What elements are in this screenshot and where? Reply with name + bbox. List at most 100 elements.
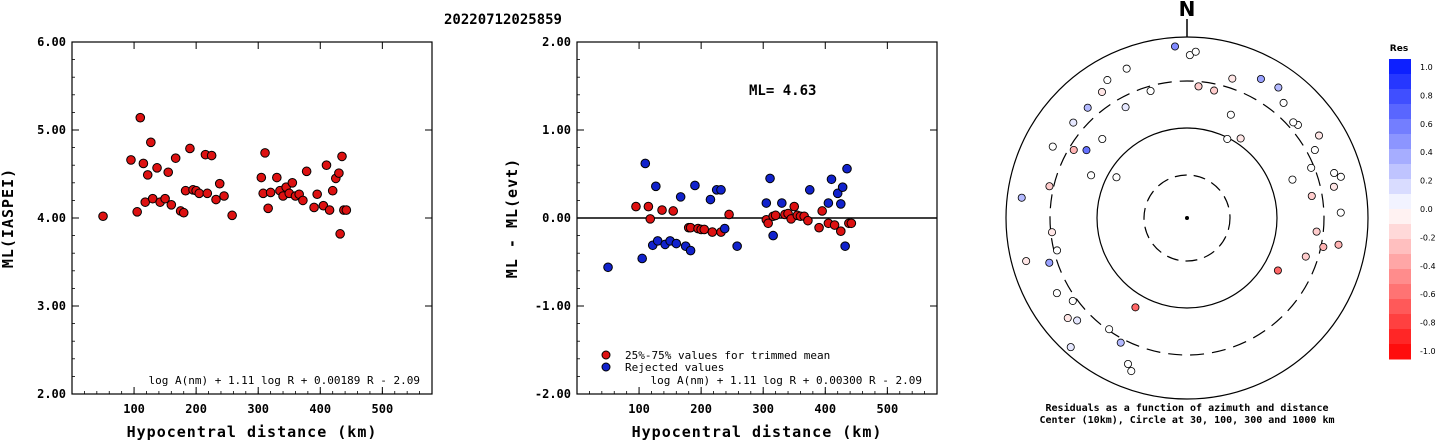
data-point — [194, 188, 205, 199]
data-point-trimmed — [817, 206, 827, 216]
data-point — [341, 205, 352, 215]
data-point — [146, 137, 156, 148]
data-point-trimmed — [846, 218, 857, 229]
colorbar-cell — [1389, 59, 1411, 75]
ytick-label: 5.00 — [37, 123, 66, 137]
colorbar-cell — [1389, 299, 1411, 315]
station-point — [1045, 182, 1054, 191]
xtick-label: 300 — [752, 402, 774, 416]
data-point-rejected — [777, 198, 787, 208]
colorbar-title: Res — [1390, 44, 1408, 54]
station-point — [1319, 242, 1328, 251]
data-point — [327, 185, 338, 196]
data-point — [98, 211, 108, 222]
data-point — [170, 153, 181, 163]
plot2-xlabel: Hypocentral distance (km) — [632, 423, 883, 441]
colorbar-tick-label: -0.2 — [1420, 233, 1436, 242]
center-point — [1185, 216, 1189, 220]
data-point — [312, 189, 322, 200]
data-point-rejected — [804, 185, 815, 195]
colorbar-tick-label: 0.8 — [1420, 91, 1433, 100]
ytick-label: 0.00 — [542, 211, 571, 225]
colorbar-tick-label: 1.0 — [1420, 63, 1433, 72]
colorbar-cell — [1389, 194, 1411, 210]
station-point — [1122, 64, 1131, 73]
data-point-rejected — [637, 253, 647, 264]
data-point-rejected — [685, 245, 696, 256]
data-point — [256, 172, 267, 183]
xtick-label: 100 — [123, 402, 145, 416]
data-point — [227, 210, 237, 221]
station-point — [1194, 82, 1203, 91]
xtick-label: 400 — [814, 402, 836, 416]
plot1-frame — [71, 41, 433, 395]
plot2-ylabel: ML - ML(evt) — [503, 158, 521, 278]
station-point — [1087, 171, 1096, 180]
data-point — [335, 229, 345, 239]
data-point-rejected — [719, 223, 730, 234]
data-point-rejected — [671, 238, 682, 249]
polar-caption-line2: Center (10km), Circle at 30, 100, 300 an… — [1039, 414, 1334, 426]
station-point — [1307, 191, 1316, 200]
station-point — [1228, 74, 1237, 83]
station-point — [1127, 367, 1136, 376]
data-point — [334, 168, 344, 178]
colorbar-cell — [1389, 239, 1411, 255]
data-point-trimmed — [770, 210, 781, 221]
plot1-xlabel: Hypocentral distance (km) — [127, 423, 378, 441]
station-point — [1124, 360, 1133, 369]
station-point — [1131, 303, 1140, 312]
ytick-label: 6.00 — [37, 35, 66, 49]
station-point — [1097, 87, 1106, 96]
data-point — [260, 148, 270, 158]
station-point — [1112, 173, 1121, 182]
station-point — [1236, 134, 1245, 143]
ytick-label: -2.00 — [535, 387, 571, 401]
colorbar-cell — [1389, 104, 1411, 120]
circle-30km — [1143, 174, 1231, 262]
plot2-formula: log A(nm) + 1.11 log R + 0.00300 R - 2.0… — [650, 374, 922, 387]
plot-ml-residual: Hypocentral distance (km) ML - ML(evt) M… — [503, 35, 938, 441]
station-point — [1116, 338, 1125, 347]
station-point — [1022, 257, 1031, 266]
data-point-trimmed — [699, 224, 710, 235]
station-point — [1330, 169, 1339, 178]
data-point-trimmed — [631, 201, 641, 212]
data-point — [211, 194, 221, 205]
station-point — [1312, 227, 1321, 236]
data-point-rejected — [640, 158, 651, 169]
station-point — [1273, 266, 1282, 275]
data-point-rejected — [690, 180, 700, 191]
colorbar-cell — [1389, 179, 1411, 195]
station-point — [1146, 86, 1155, 95]
data-point — [287, 178, 298, 188]
colorbar-cell — [1389, 314, 1411, 330]
ytick-label: 2.00 — [37, 387, 66, 401]
station-point — [1083, 103, 1092, 112]
data-point-rejected — [761, 198, 772, 208]
data-point-rejected — [768, 230, 778, 241]
data-point — [163, 167, 174, 178]
data-point-trimmed — [803, 215, 813, 226]
polar-caption-line1: Residuals as a function of azimuth and d… — [1046, 402, 1329, 414]
colorbar-tick-label: -0.4 — [1420, 262, 1436, 271]
station-point — [1069, 118, 1078, 127]
station-point — [1289, 118, 1298, 127]
xtick-label: 200 — [185, 402, 207, 416]
colorbar: Res 1.0 0.8 0.6 0.4 0.2 0.0 -0.2 -0.4 -0.6 -0.8 -1… — [1389, 44, 1436, 360]
station-point — [1082, 146, 1091, 155]
station-point — [1068, 296, 1077, 305]
station-point — [1066, 343, 1075, 352]
station-point — [1121, 103, 1130, 112]
colorbar-cell — [1389, 164, 1411, 180]
data-point-rejected — [705, 194, 716, 205]
data-point — [166, 200, 177, 210]
colorbar-cell — [1389, 134, 1411, 150]
station-point — [1017, 193, 1026, 202]
data-point — [265, 187, 276, 198]
data-point — [324, 205, 335, 215]
legend-marker-trimmed — [601, 350, 611, 360]
data-point-trimmed — [814, 222, 824, 233]
ytick-label: 2.00 — [542, 35, 571, 49]
